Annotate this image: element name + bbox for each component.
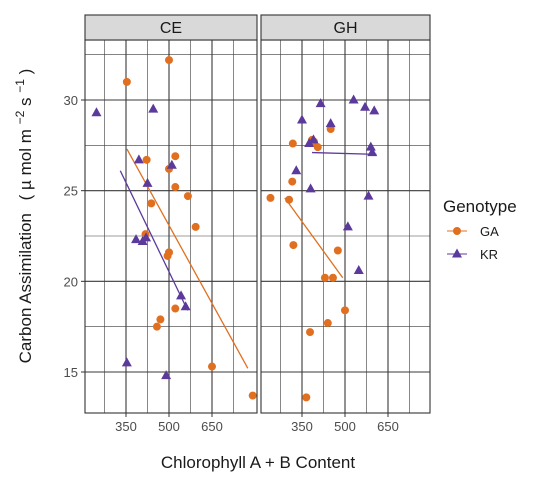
y-tick-label: 25 <box>64 184 78 199</box>
x-tick-label: 500 <box>334 419 356 434</box>
y-axis-title-main: Carbon Assimilation <box>16 213 35 363</box>
y-axis-title: Carbon Assimilation ( µ mol m −2 s −1 ) <box>9 69 35 364</box>
y-axis-title-mu: µ <box>16 180 35 190</box>
point-ga-gh <box>323 319 332 328</box>
point-kr-gh <box>363 190 374 200</box>
point-ga-gh <box>289 241 298 250</box>
data-marks <box>91 56 257 400</box>
point-ga-gh <box>302 393 311 402</box>
point-ga-ce <box>208 362 216 371</box>
point-ga-ce <box>171 152 180 161</box>
x-axis-ticks: 350 500 650 350 500 650 <box>115 413 399 434</box>
trend-line-ga-gh <box>284 197 344 279</box>
strip-gh <box>260 14 431 41</box>
panel-gh: GH <box>260 14 431 414</box>
point-ga-gh <box>341 306 349 315</box>
point-ga-gh <box>306 328 315 337</box>
legend: Genotype GA KR <box>443 197 517 262</box>
point-kr-gh <box>365 141 376 151</box>
panel-background <box>85 40 257 413</box>
legend-entry-ga: GA <box>447 224 499 239</box>
point-kr-gh <box>297 114 307 124</box>
data-marks <box>266 94 380 402</box>
point-kr-ce <box>161 370 172 380</box>
point-ga-gh <box>285 195 294 204</box>
point-ga-ce <box>142 155 151 164</box>
point-kr-gh <box>291 165 302 175</box>
point-kr-gh <box>315 98 326 108</box>
point-ga-ce <box>165 56 173 65</box>
point-kr-gh <box>369 105 380 115</box>
point-ga-ce <box>122 77 131 86</box>
x-tick-label: 500 <box>158 419 180 434</box>
point-ga-gh <box>288 139 297 148</box>
y-tick-label: 15 <box>64 365 78 380</box>
point-ga-ce <box>156 315 165 324</box>
point-ga-ce <box>147 199 156 208</box>
point-ga-ce <box>248 391 257 400</box>
point-ga-gh <box>288 177 297 186</box>
point-kr-gh <box>325 118 336 128</box>
point-kr-ce <box>91 107 102 117</box>
y-axis-title-exp1: −2 <box>13 110 27 124</box>
panel-ce: CE <box>84 14 258 414</box>
point-kr-ce <box>131 234 142 244</box>
trend-line-kr-ce <box>119 170 189 311</box>
y-tick-label: 30 <box>64 93 78 108</box>
point-ga-gh <box>320 273 329 282</box>
x-tick-label: 650 <box>377 419 399 434</box>
point-kr-ce <box>176 290 187 300</box>
y-axis-title-paren-open: ( <box>16 194 35 200</box>
point-ga-ce <box>191 222 200 231</box>
legend-key-triangle-kr <box>452 248 462 258</box>
facet-panels: CE GH <box>84 14 431 414</box>
point-ga-ce <box>165 248 173 257</box>
strip-label-gh: GH <box>334 20 358 37</box>
point-kr-gh <box>305 183 316 193</box>
point-kr-gh <box>342 221 353 231</box>
point-ga-ce <box>171 304 180 313</box>
point-kr-gh <box>367 147 378 157</box>
gridlines <box>261 40 430 413</box>
y-axis-title-paren-close: ) <box>16 69 35 75</box>
y-axis-title-s: s <box>16 97 35 106</box>
y-axis-ticks: 15 20 25 30 <box>64 93 85 380</box>
point-ga-ce <box>183 192 192 201</box>
point-kr-ce <box>133 154 144 164</box>
point-kr-ce <box>180 301 191 311</box>
point-ga-gh <box>313 143 322 152</box>
point-ga-gh <box>333 246 342 255</box>
point-kr-ce <box>121 357 132 367</box>
point-kr-gh <box>360 101 371 111</box>
legend-key-circle-ga <box>453 227 461 235</box>
point-kr-gh <box>353 264 364 274</box>
legend-label-ga: GA <box>480 224 499 239</box>
point-kr-ce <box>142 177 153 187</box>
strip-label-ce: CE <box>160 20 182 37</box>
point-ga-ce <box>152 322 161 331</box>
legend-title: Genotype <box>443 197 517 216</box>
legend-label-kr: KR <box>480 247 498 262</box>
x-axis-title: Chlorophyll A + B Content <box>161 453 355 472</box>
y-tick-label: 20 <box>64 274 78 289</box>
point-kr-ce <box>148 103 159 113</box>
point-kr-gh <box>308 134 319 144</box>
strip-ce <box>84 14 258 41</box>
x-tick-label: 350 <box>115 419 137 434</box>
y-axis-title-exp2: −1 <box>13 79 27 93</box>
trend-line-kr-gh <box>312 151 377 156</box>
point-ga-gh <box>266 193 275 202</box>
y-axis-title-mol: mol m <box>16 129 35 175</box>
point-kr-ce <box>141 232 152 242</box>
x-tick-label: 350 <box>291 419 313 434</box>
point-kr-ce <box>166 159 177 169</box>
legend-entry-kr: KR <box>447 247 498 262</box>
point-ga-gh <box>328 273 337 282</box>
point-ga-ce <box>171 183 180 192</box>
point-kr-gh <box>348 94 359 104</box>
x-tick-label: 650 <box>201 419 223 434</box>
